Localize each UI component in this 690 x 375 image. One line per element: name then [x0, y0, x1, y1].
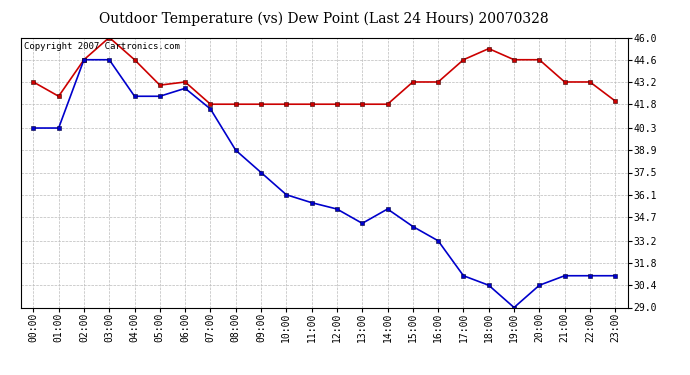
Text: Copyright 2007 Cartronics.com: Copyright 2007 Cartronics.com	[23, 42, 179, 51]
Text: Outdoor Temperature (vs) Dew Point (Last 24 Hours) 20070328: Outdoor Temperature (vs) Dew Point (Last…	[99, 11, 549, 26]
